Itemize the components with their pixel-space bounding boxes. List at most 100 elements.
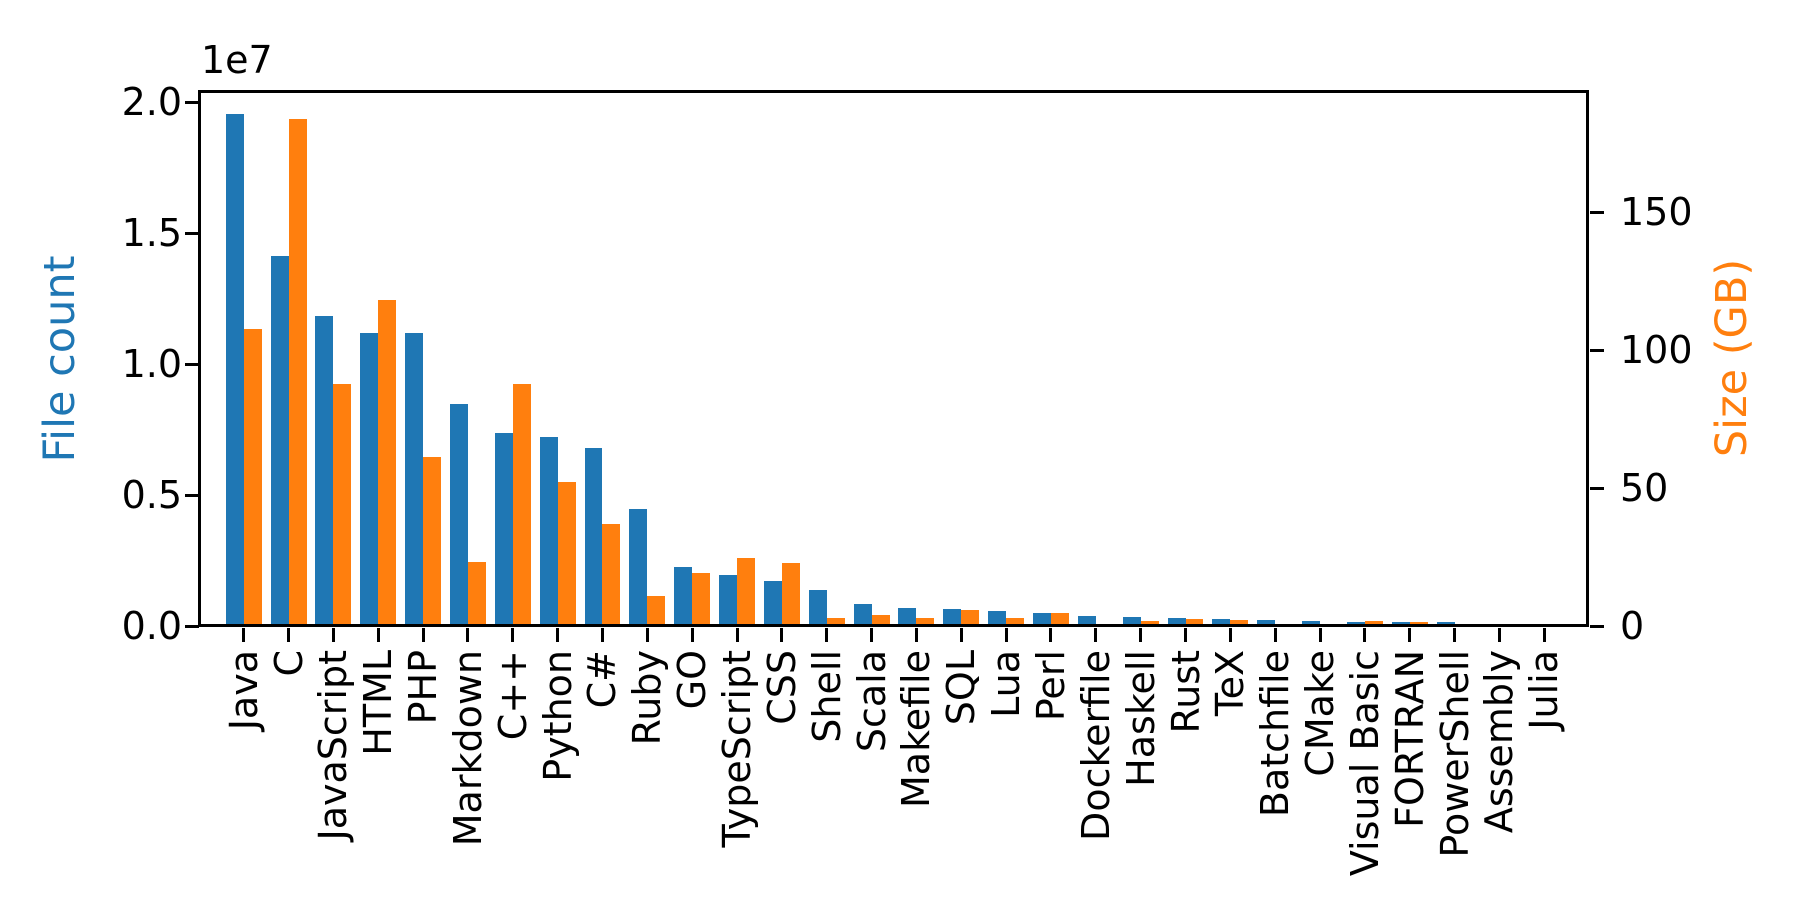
x-tick-label-haskell: Haskell	[1118, 650, 1163, 787]
bar-file-count-powershell	[1436, 622, 1455, 626]
x-tick-label-shell: Shell	[804, 650, 849, 743]
bar-size-gb-assembly	[1499, 623, 1518, 626]
bar-size-gb-shell	[826, 617, 845, 626]
x-tick	[331, 627, 335, 642]
bar-size-gb-css	[781, 563, 800, 626]
bar-size-gb-java	[243, 328, 262, 626]
x-tick	[511, 627, 515, 642]
bar-file-count-c	[270, 255, 289, 626]
x-tick-label-php: PHP	[401, 650, 446, 725]
right-y-tick	[1589, 210, 1604, 214]
left-y-tick-label-0.0: 0.0	[121, 604, 182, 648]
bar-file-count-php	[405, 333, 424, 626]
bar-file-count-tex	[1212, 619, 1231, 626]
x-tick-label-scala: Scala	[849, 650, 894, 753]
x-tick	[376, 627, 380, 642]
bar-size-gb-lua	[1006, 618, 1025, 626]
x-tick	[780, 627, 784, 642]
x-tick-label-fortran: FORTRAN	[1387, 650, 1432, 828]
x-tick	[1004, 627, 1008, 642]
x-tick	[421, 627, 425, 642]
left-y-tick	[184, 362, 199, 366]
x-tick	[1453, 627, 1457, 642]
bar-size-gb-html	[378, 300, 397, 626]
bar-size-gb-rust	[1185, 618, 1204, 626]
bar-file-count-visual-basic	[1346, 621, 1365, 626]
x-tick-label-powershell: PowerShell	[1432, 650, 1477, 858]
bar-file-count-c	[494, 432, 513, 626]
right-y-tick	[1589, 624, 1604, 628]
x-tick	[1408, 627, 1412, 642]
x-tick	[1094, 627, 1098, 642]
bar-file-count-markdown	[450, 404, 468, 626]
x-tick	[1273, 627, 1277, 642]
bar-file-count-scala	[853, 604, 872, 626]
x-tick	[735, 627, 739, 642]
x-tick	[1318, 627, 1322, 642]
x-tick-label-typescript: TypeScript	[715, 650, 760, 848]
right-y-tick-label-50: 50	[1620, 466, 1669, 511]
x-tick-label-go: GO	[670, 650, 715, 710]
bar-file-count-javascript	[315, 316, 334, 626]
bar-size-gb-typescript	[737, 558, 755, 626]
bar-size-gb-makefile	[916, 617, 935, 626]
bar-file-count-shell	[808, 589, 827, 626]
left-y-tick	[184, 624, 199, 628]
x-tick	[242, 627, 246, 642]
bar-size-gb-go	[692, 572, 711, 626]
x-tick-label-c: C++	[490, 650, 535, 741]
bar-size-gb-cmake	[1320, 624, 1338, 626]
bar-size-gb-scala	[871, 615, 890, 626]
right-y-tick	[1589, 348, 1604, 352]
bar-file-count-rust	[1167, 617, 1186, 626]
bar-file-count-java	[225, 114, 244, 626]
x-tick	[600, 627, 604, 642]
x-tick-label-julia: Julia	[1522, 650, 1567, 730]
bar-file-count-ruby	[629, 508, 648, 626]
y-axis-offset-text: 1e7	[201, 38, 273, 82]
bar-size-gb-markdown	[467, 562, 486, 626]
bar-file-count-assembly	[1481, 623, 1500, 626]
x-tick-label-sql: SQL	[939, 650, 984, 726]
x-tick	[690, 627, 694, 642]
x-tick-label-java: Java	[221, 650, 266, 731]
bar-size-gb-tex	[1230, 620, 1249, 626]
x-tick	[466, 627, 470, 642]
right-y-tick	[1589, 486, 1604, 490]
x-tick-label-markdown: Markdown	[445, 650, 490, 847]
right-y-tick-label-150: 150	[1620, 190, 1693, 235]
bar-file-count-lua	[988, 610, 1007, 626]
x-tick-label-batchfile: Batchfile	[1253, 650, 1298, 818]
right-y-axis-label: Size (GB)	[1707, 258, 1757, 458]
x-tick-label-c: C	[266, 650, 311, 677]
bar-size-gb-c	[288, 118, 307, 626]
bar-file-count-css	[763, 580, 782, 626]
left-y-tick-label-1.0: 1.0	[121, 342, 182, 387]
bar-file-count-perl	[1033, 612, 1051, 626]
x-tick	[645, 627, 649, 642]
bar-size-gb-fortran	[1409, 621, 1428, 626]
x-tick-label-css: CSS	[759, 650, 804, 725]
x-tick	[870, 627, 874, 642]
left-y-tick	[184, 100, 199, 104]
bar-size-gb-javascript	[333, 383, 352, 626]
left-y-tick	[184, 493, 199, 497]
x-tick	[1228, 627, 1232, 642]
x-tick	[556, 627, 560, 642]
bar-size-gb-julia	[1544, 625, 1563, 626]
bar-size-gb-haskell	[1140, 620, 1159, 626]
x-tick-label-html: HTML	[356, 650, 401, 756]
bar-file-count-fortran	[1391, 622, 1410, 626]
x-tick-label-rust: Rust	[1163, 650, 1208, 734]
x-tick	[1497, 627, 1501, 642]
bar-file-count-makefile	[898, 608, 917, 626]
bar-file-count-julia	[1526, 624, 1545, 626]
x-tick-label-lua: Lua	[984, 650, 1029, 718]
x-tick-label-python: Python	[535, 650, 580, 782]
bar-size-gb-batchfile	[1275, 624, 1294, 626]
right-y-tick-label-100: 100	[1620, 328, 1693, 373]
bar-file-count-haskell	[1122, 617, 1141, 626]
x-tick	[825, 627, 829, 642]
